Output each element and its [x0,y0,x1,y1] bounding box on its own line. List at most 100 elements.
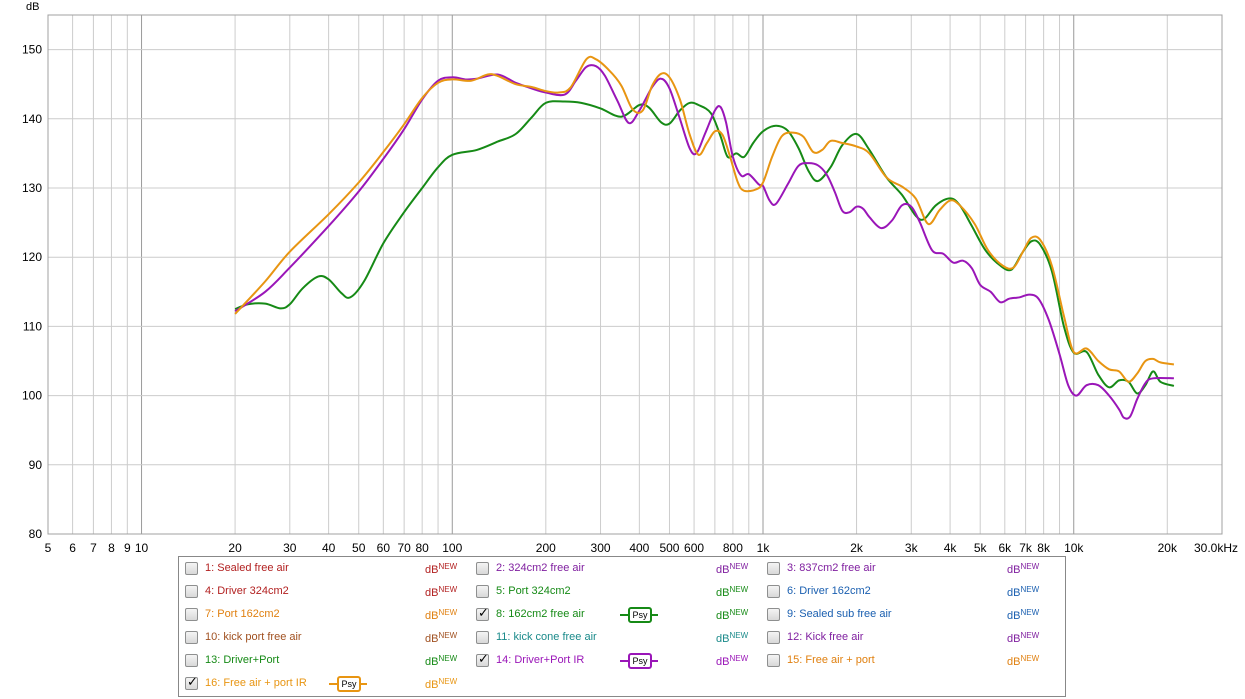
legend-label[interactable]: 3: 837cm2 free air [787,562,876,574]
new-badge: NEW [729,631,749,640]
legend-label[interactable]: 15: Free air + port [787,654,875,666]
psy-smoothing-badge[interactable]: Psy [620,607,658,623]
new-badge: NEW [1020,654,1040,663]
legend-units[interactable]: dBNEW [716,585,748,599]
new-badge: NEW [438,677,458,686]
legend-checkbox[interactable] [476,652,489,667]
legend-label[interactable]: 6: Driver 162cm2 [787,585,871,597]
legend-units[interactable]: dBNEW [1007,585,1039,599]
legend-units[interactable]: dBNEW [716,562,748,576]
legend-checkbox[interactable] [767,654,780,667]
x-tick-label: 7 [90,541,97,555]
legend-entry: 1: Sealed free air dBNEW [185,560,475,580]
legend-entry: 15: Free air + port dBNEW [767,652,1057,672]
x-tick-label: 5 [45,541,52,555]
legend-label[interactable]: 16: Free air + port IR [205,677,307,689]
legend-label[interactable]: 5: Port 324cm2 [496,585,571,597]
y-tick-label: 150 [22,43,42,57]
legend-label[interactable]: 10: kick port free air [205,631,302,643]
y-tick-label: 110 [23,319,42,333]
plot-frame [47,14,1223,535]
legend-label[interactable]: 13: Driver+Port [205,654,280,666]
units-label: dB [1007,633,1021,645]
legend-entry: 4: Driver 324cm2 dBNEW [185,583,475,603]
legend-checkbox[interactable] [476,562,489,575]
legend-checkbox[interactable] [185,675,198,690]
legend-checkbox[interactable] [767,585,780,598]
new-badge: NEW [729,562,749,571]
x-tick-label: 50 [352,541,366,555]
x-tick-label: 60 [377,541,391,555]
x-tick-label: 30 [283,541,297,555]
legend-checkbox[interactable] [476,585,489,598]
legend-units[interactable]: dBNEW [716,654,748,668]
legend-label[interactable]: 12: Kick free air [787,631,864,643]
y-tick-label: 140 [22,112,42,126]
legend-checkbox[interactable] [767,608,780,621]
legend-checkbox[interactable] [476,631,489,644]
legend-units[interactable]: dBNEW [425,654,457,668]
legend-units[interactable]: dBNEW [716,608,748,622]
x-tick-label: 600 [684,541,704,555]
legend-checkbox[interactable] [476,606,489,621]
new-badge: NEW [729,654,749,663]
new-badge: NEW [438,562,458,571]
legend-entry: 13: Driver+Port dBNEW [185,652,475,672]
new-badge: NEW [1020,585,1040,594]
legend-label[interactable]: 1: Sealed free air [205,562,289,574]
legend-entry: 6: Driver 162cm2 dBNEW [767,583,1057,603]
legend-units[interactable]: dBNEW [425,677,457,691]
psy-label: Psy [628,607,652,623]
units-label: dB [1007,564,1021,576]
units-label: dB [716,656,730,668]
psy-smoothing-badge[interactable]: Psy [620,653,658,669]
y-tick-label: 120 [22,250,42,264]
x-tick-label: 9 [124,541,131,555]
legend-label[interactable]: 7: Port 162cm2 [205,608,280,620]
legend-checkbox[interactable] [767,631,780,644]
legend-label[interactable]: 8: 162cm2 free air [496,608,585,620]
legend-units[interactable]: dBNEW [425,608,457,622]
legend-checkbox[interactable] [185,654,198,667]
legend-checkbox[interactable] [185,608,198,621]
units-label: dB [716,587,730,599]
legend-units[interactable]: dBNEW [716,631,748,645]
x-tick-label: 5k [974,541,988,555]
legend-label[interactable]: 11: kick cone free air [496,631,597,643]
legend-checkbox[interactable] [185,562,198,575]
legend-checkbox[interactable] [185,631,198,644]
legend-units[interactable]: dBNEW [425,585,457,599]
legend-entry: 16: Free air + port IR Psy dBNEW [185,675,475,695]
legend-label[interactable]: 4: Driver 324cm2 [205,585,289,597]
x-tick-label: 2k [850,541,864,555]
legend-checkbox[interactable] [767,562,780,575]
x-tick-label: 4k [944,541,958,555]
legend-units[interactable]: dBNEW [1007,562,1039,576]
psy-label: Psy [337,676,361,692]
legend-units[interactable]: dBNEW [425,562,457,576]
x-tick-label: 3k [905,541,919,555]
legend-units[interactable]: dBNEW [425,631,457,645]
new-badge: NEW [438,608,458,617]
legend-label[interactable]: 14: Driver+Port IR [496,654,585,666]
legend-entry: 5: Port 324cm2 dBNEW [476,583,766,603]
legend-label[interactable]: 9: Sealed sub free air [787,608,892,620]
legend-entry: 10: kick port free air dBNEW [185,629,475,649]
x-tick-label: 8k [1037,541,1051,555]
x-tick-label: 8 [108,541,115,555]
legend-units[interactable]: dBNEW [1007,654,1039,668]
new-badge: NEW [438,631,458,640]
psy-smoothing-badge[interactable]: Psy [329,676,367,692]
x-tick-label: 10 [135,541,149,555]
legend-label[interactable]: 2: 324cm2 free air [496,562,585,574]
units-label: dB [425,633,439,645]
legend-checkbox[interactable] [185,585,198,598]
new-badge: NEW [1020,631,1040,640]
x-tick-label: 6 [69,541,76,555]
x-tick-label: 200 [536,541,556,555]
series-line-1 [234,100,1175,395]
legend-entry: 8: 162cm2 free air Psy dBNEW [476,606,766,626]
legend-units[interactable]: dBNEW [1007,608,1039,622]
x-tick-label: 20k [1158,541,1178,555]
legend-units[interactable]: dBNEW [1007,631,1039,645]
